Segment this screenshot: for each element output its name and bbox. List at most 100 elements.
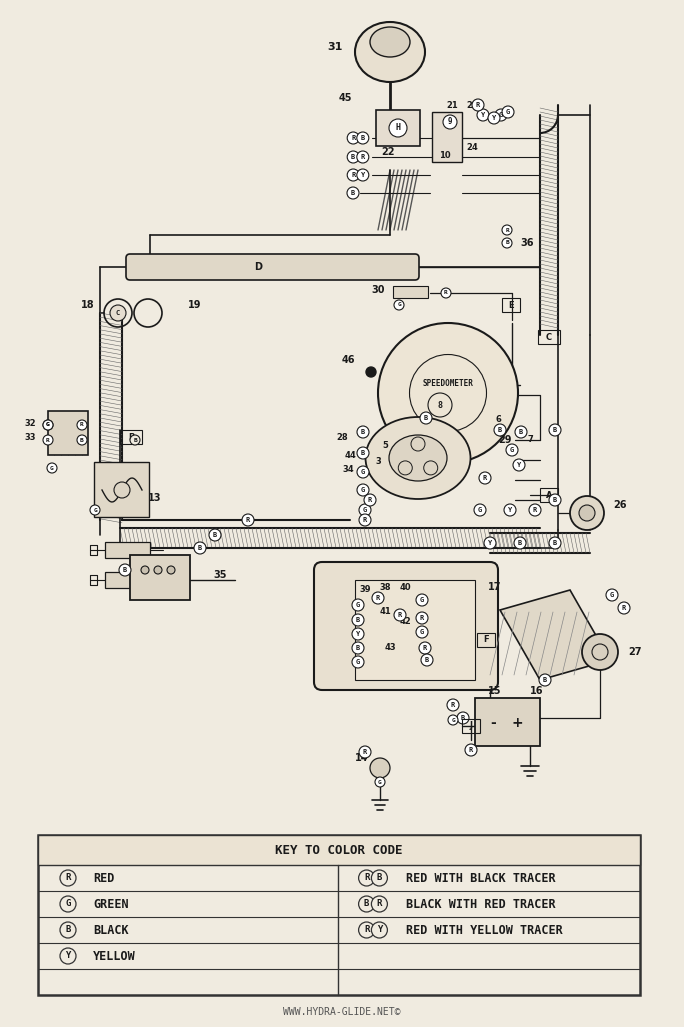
- Text: C: C: [546, 333, 552, 342]
- Text: R: R: [505, 228, 509, 232]
- Text: B: B: [356, 617, 360, 623]
- Circle shape: [539, 674, 551, 686]
- Text: 31: 31: [328, 42, 343, 52]
- Circle shape: [47, 463, 57, 473]
- Text: Y: Y: [517, 462, 521, 468]
- Bar: [130, 555, 190, 600]
- Text: Y: Y: [481, 112, 485, 118]
- Circle shape: [141, 566, 149, 574]
- Text: RED WITH BLACK TRACER: RED WITH BLACK TRACER: [406, 872, 555, 884]
- Text: C: C: [116, 310, 120, 316]
- Text: 35: 35: [213, 570, 227, 580]
- Text: G: G: [93, 507, 97, 512]
- Bar: [462, 719, 480, 733]
- Text: B: B: [553, 540, 557, 546]
- Text: 3: 3: [375, 457, 381, 466]
- Text: R: R: [469, 747, 473, 753]
- Text: B: B: [351, 190, 355, 196]
- Text: Y: Y: [488, 540, 492, 546]
- Text: R: R: [423, 645, 427, 651]
- Text: 33: 33: [24, 433, 36, 443]
- Text: B: B: [198, 545, 202, 551]
- Text: 14: 14: [355, 753, 369, 763]
- Circle shape: [477, 109, 489, 121]
- Circle shape: [529, 504, 541, 516]
- Circle shape: [357, 426, 369, 438]
- Circle shape: [416, 612, 428, 624]
- Text: Y: Y: [360, 172, 365, 178]
- Circle shape: [359, 504, 371, 516]
- Text: 8: 8: [438, 401, 443, 410]
- Text: R: R: [351, 135, 355, 141]
- Circle shape: [441, 288, 451, 298]
- Text: B: B: [553, 427, 557, 433]
- Circle shape: [488, 112, 500, 124]
- Text: 34: 34: [342, 465, 354, 474]
- Text: B: B: [519, 429, 523, 435]
- Circle shape: [579, 505, 595, 521]
- Text: R: R: [376, 595, 380, 601]
- Text: B: B: [461, 715, 465, 721]
- Text: 20: 20: [466, 101, 478, 110]
- Circle shape: [494, 424, 506, 436]
- Circle shape: [411, 438, 425, 451]
- Circle shape: [502, 106, 514, 118]
- Text: H: H: [395, 123, 401, 132]
- Circle shape: [357, 447, 369, 459]
- Text: B: B: [518, 540, 522, 546]
- Text: Y: Y: [377, 925, 382, 935]
- Text: GREEN: GREEN: [93, 898, 129, 911]
- Text: D: D: [254, 262, 262, 272]
- Circle shape: [357, 466, 369, 478]
- Text: 24: 24: [466, 144, 478, 152]
- Circle shape: [416, 626, 428, 638]
- Circle shape: [428, 393, 452, 417]
- Bar: [355, 580, 475, 680]
- Text: R: R: [444, 291, 448, 296]
- Text: R: R: [368, 497, 372, 503]
- Circle shape: [357, 169, 369, 181]
- Text: R: R: [420, 615, 424, 621]
- Text: 16: 16: [530, 686, 544, 696]
- Text: B: B: [360, 135, 365, 141]
- Circle shape: [60, 948, 76, 964]
- Text: G: G: [499, 112, 503, 118]
- Text: G: G: [356, 659, 360, 665]
- Circle shape: [60, 922, 76, 938]
- Text: 10: 10: [439, 151, 451, 159]
- Text: 30: 30: [371, 286, 384, 295]
- Circle shape: [618, 602, 630, 614]
- Circle shape: [119, 564, 131, 576]
- Text: R: R: [398, 612, 402, 618]
- Text: B: B: [364, 900, 369, 909]
- Text: +: +: [511, 716, 523, 730]
- Text: 15: 15: [488, 686, 502, 696]
- Circle shape: [513, 459, 525, 471]
- Text: B: B: [213, 532, 217, 538]
- Ellipse shape: [389, 435, 447, 481]
- Circle shape: [472, 99, 484, 111]
- Circle shape: [570, 496, 604, 530]
- Bar: [432, 112, 462, 162]
- Circle shape: [359, 514, 371, 526]
- Circle shape: [357, 132, 369, 144]
- Circle shape: [352, 656, 364, 668]
- Bar: [538, 330, 560, 344]
- Text: G: G: [65, 900, 70, 909]
- Ellipse shape: [370, 27, 410, 58]
- Text: 38: 38: [379, 583, 391, 593]
- Bar: [105, 572, 150, 588]
- Text: B: B: [80, 438, 84, 443]
- Circle shape: [474, 504, 486, 516]
- Circle shape: [352, 642, 364, 654]
- Circle shape: [114, 482, 130, 498]
- Circle shape: [582, 634, 618, 670]
- Circle shape: [495, 109, 507, 121]
- Text: B: B: [356, 645, 360, 651]
- Text: G: G: [361, 469, 365, 476]
- Circle shape: [420, 412, 432, 424]
- Circle shape: [347, 151, 359, 163]
- Circle shape: [506, 444, 518, 456]
- Text: B: B: [498, 427, 502, 433]
- Text: G: G: [420, 597, 424, 603]
